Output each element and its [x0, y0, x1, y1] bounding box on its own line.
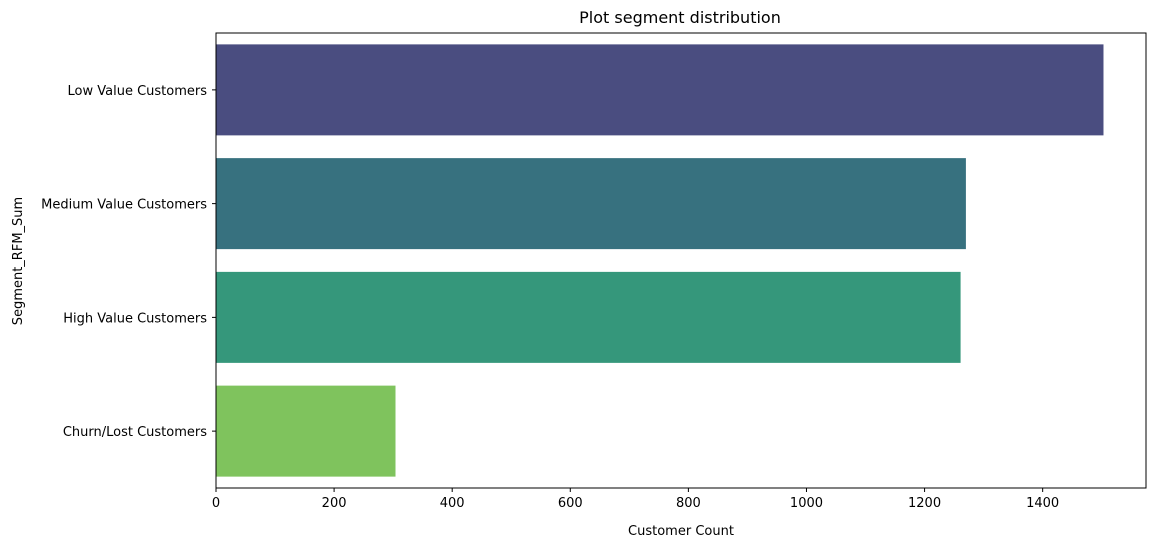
bar-1 [216, 158, 966, 250]
x-tick-label-4: 800 [676, 496, 701, 511]
x-tick-label-3: 600 [558, 496, 583, 511]
plot-frame [215, 32, 1147, 489]
y-tick-label-2: High Value Customers [63, 311, 207, 326]
x-axis-label: Customer Count [628, 524, 734, 539]
y-axis-label: Segment_RFM_Sum [11, 197, 26, 325]
x-tick-label-2: 400 [440, 496, 465, 511]
x-axis-ticks: 0 200 400 600 800 1000 1200 1400 [212, 488, 1059, 511]
y-tick-label-0: Low Value Customers [68, 84, 208, 99]
y-tick-label-1: Medium Value Customers [41, 198, 207, 213]
chart-title: Plot segment distribution [579, 8, 781, 27]
x-tick-label-1: 200 [322, 496, 347, 511]
y-tick-label-3: Churn/Lost Customers [63, 425, 207, 440]
x-tick-label-0: 0 [212, 496, 220, 511]
bar-3 [216, 385, 396, 477]
x-tick-label-6: 1200 [908, 496, 941, 511]
x-tick-label-7: 1400 [1026, 496, 1059, 511]
bar-2 [216, 271, 961, 363]
bar-0 [216, 44, 1104, 136]
x-tick-label-5: 1000 [790, 496, 823, 511]
y-axis-ticks: Low Value Customers Medium Value Customer… [41, 84, 216, 440]
bars-layer [216, 44, 1104, 477]
